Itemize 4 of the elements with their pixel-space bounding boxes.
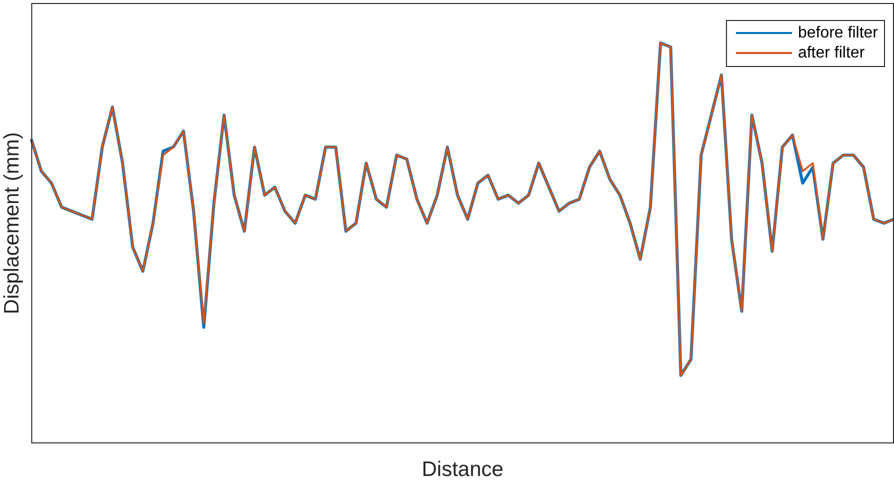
x-axis-title: Distance [422,458,504,482]
y-axis-title: Displacement (mm) [0,132,24,314]
legend-label: after filter [798,44,866,62]
legend-label: before filter [798,24,879,42]
